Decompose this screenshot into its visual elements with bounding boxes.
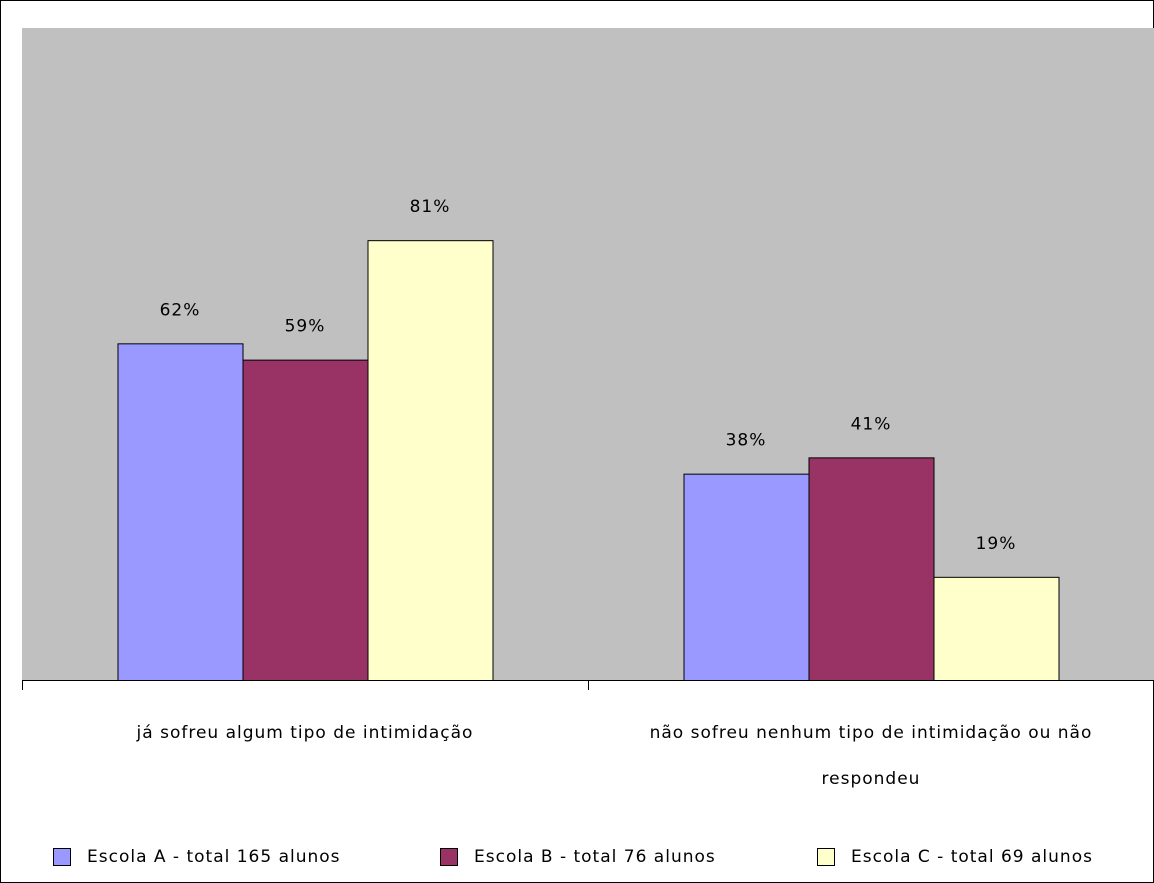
category-label-2-line-1: não sofreu nenhum tipo de intimidação ou… (650, 723, 1093, 743)
data-label-2-series-2: 41% (851, 414, 892, 434)
legend-swatch-1 (54, 849, 71, 866)
data-label-1-series-1: 62% (160, 300, 201, 320)
category-label-2-line-2: respondeu (822, 769, 921, 789)
bar-2-series-3 (934, 577, 1059, 680)
bar-1-series-1 (118, 344, 243, 681)
legend-swatch-2 (441, 849, 458, 866)
bar-2-series-1 (684, 474, 809, 680)
data-label-2-series-1: 38% (726, 431, 767, 451)
bar-2-series-2 (809, 458, 934, 681)
data-label-1-series-3: 81% (410, 197, 451, 217)
category-label-1-line-1: já sofreu algum tipo de intimidação (136, 723, 474, 743)
data-label-1-series-2: 59% (285, 317, 326, 337)
data-label-2-series-3: 19% (976, 534, 1017, 554)
legend: Escola A - total 165 alunos Escola B - to… (54, 847, 1093, 867)
bar-1-series-2 (243, 360, 368, 680)
legend-label-1: Escola A - total 165 alunos (87, 847, 341, 867)
legend-label-3: Escola C - total 69 alunos (851, 847, 1093, 867)
legend-swatch-3 (818, 849, 835, 866)
legend-label-2: Escola B - total 76 alunos (474, 847, 716, 867)
bar-1-series-3 (368, 241, 493, 681)
